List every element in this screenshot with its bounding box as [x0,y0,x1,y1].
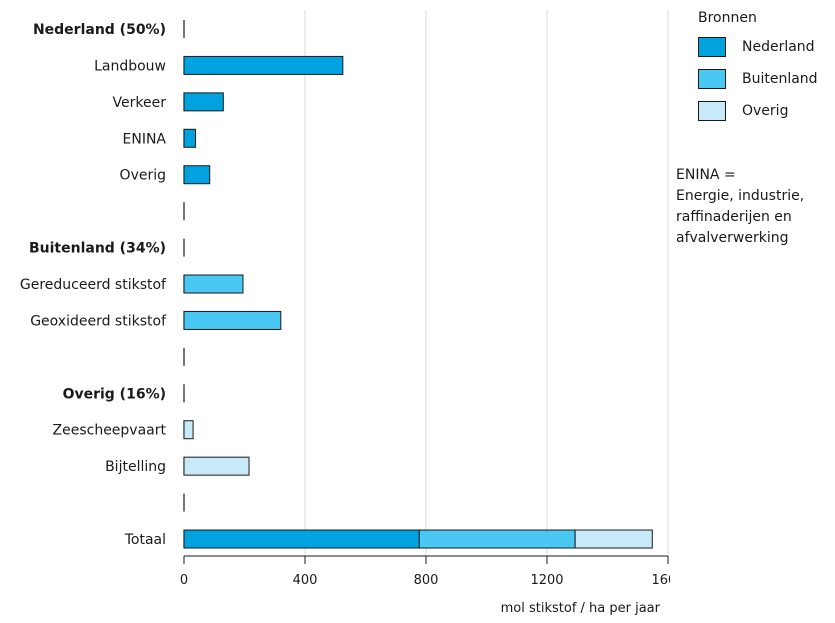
category-label: Zeescheepvaart [53,423,167,439]
legend-swatch-nederland [698,37,726,57]
legend-item-nederland: Nederland [698,36,835,58]
category-label: Overig [120,168,166,184]
bar [183,165,211,185]
legend-label-overig: Overig [742,103,789,119]
bar [183,92,224,112]
category-label: ENINA [123,131,167,147]
x-tick-label: 0 [180,573,188,588]
legend-swatch-buitenland [698,69,726,89]
bar [183,128,196,148]
x-tick-label: 1600 [651,573,670,588]
category-label: Geoxideerd stikstof [30,313,167,329]
bar [183,274,244,294]
legend: Bronnen Nederland Buitenland Overig [698,10,835,132]
category-label: Totaal [124,532,166,548]
x-tick-label: 800 [414,573,439,588]
legend-item-buitenland: Buitenland [698,68,835,90]
category-label: Landbouw [94,58,166,74]
group-header-label: Buitenland (34%) [29,241,166,257]
enina-note: ENINA = Energie, industrie, raffinaderij… [676,165,835,249]
category-label: Bijtelling [105,459,166,475]
category-label: Verkeer [113,95,167,111]
x-tick-label: 400 [293,573,318,588]
stacked-bar-segment [418,529,576,549]
note-line: raffinaderijen en [676,209,792,225]
bar [183,55,344,75]
group-header-label: Nederland (50%) [33,22,166,38]
stacked-bar-segment [183,529,420,549]
legend-item-overig: Overig [698,100,835,122]
legend-label-buitenland: Buitenland [742,71,818,87]
note-line: ENINA = [676,167,736,183]
note-line: afvalverwerking [676,230,789,246]
stacked-bar-segment [574,529,653,549]
bar-chart: Nederland (50%) Landbouw Verkeer ENINA Overi… [20,10,670,616]
legend-swatch-overig [698,101,726,121]
x-axis-label: mol stikstof / ha per jaar [501,601,661,616]
x-tick-label: 1200 [530,573,563,588]
bar [183,420,194,440]
group-header-label: Overig (16%) [63,386,166,402]
bar [183,456,250,476]
note-line: Energie, industrie, [676,188,805,204]
legend-label-nederland: Nederland [742,39,815,55]
legend-title: Bronnen [698,10,757,26]
category-label: Gereduceerd stikstof [20,277,167,293]
bar [183,310,282,330]
